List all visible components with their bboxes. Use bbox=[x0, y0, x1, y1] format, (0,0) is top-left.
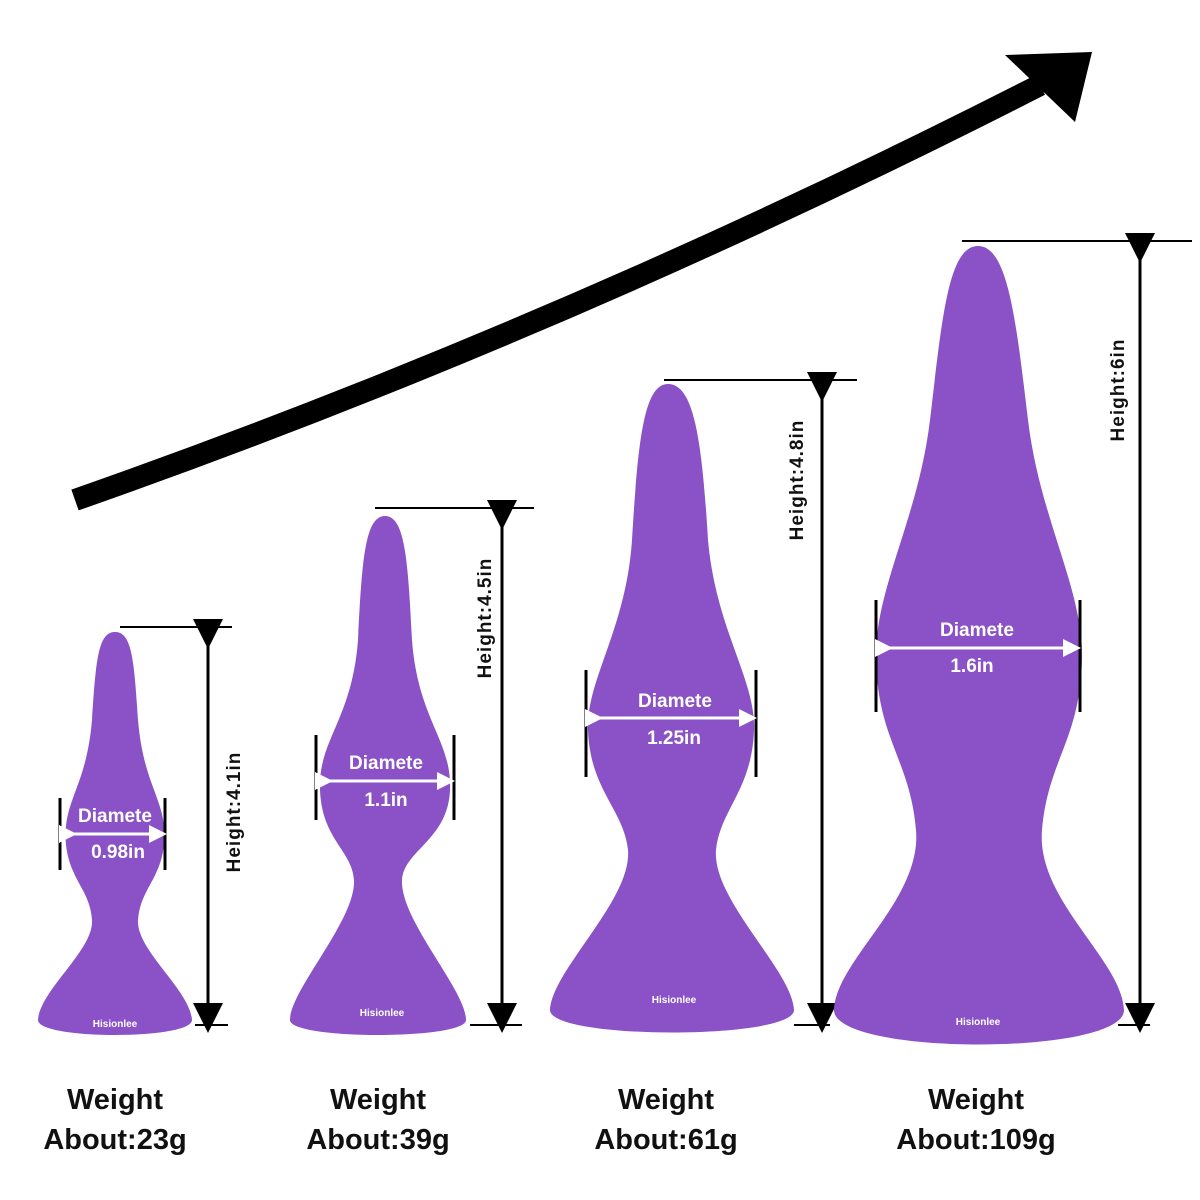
weight-value-3: About:61g bbox=[594, 1124, 738, 1156]
height-label-4: Height:6in bbox=[1108, 339, 1129, 442]
svg-text:Hisionlee: Hisionlee bbox=[652, 995, 697, 1006]
weight-block-4: Weight About:109g bbox=[846, 1080, 1106, 1160]
height-label-2: Height:4.5in bbox=[475, 558, 496, 679]
weight-block-3: Weight About:61g bbox=[536, 1080, 796, 1160]
diameter-value-2: 1.1in bbox=[364, 790, 407, 811]
diameter-value-3: 1.25in bbox=[647, 728, 701, 749]
height-label-3: Height:4.8in bbox=[787, 420, 808, 541]
height-label-1: Height:4.1in bbox=[224, 752, 245, 873]
diameter-value-4: 1.6in bbox=[950, 656, 993, 677]
weight-block-1: Weight About:23g bbox=[0, 1080, 245, 1160]
svg-text:Hisionlee: Hisionlee bbox=[956, 1017, 1001, 1028]
item-4-shape: Hisionlee Diamete 1.6in Height:6in bbox=[834, 233, 1192, 1045]
weight-label-3: Weight bbox=[617, 1084, 715, 1116]
brand-mark: Hisionlee bbox=[93, 1019, 138, 1030]
weight-value-4: About:109g bbox=[896, 1124, 1056, 1156]
diameter-label-2: Diamete bbox=[349, 753, 423, 774]
diameter-value-1: 0.98in bbox=[91, 842, 145, 863]
weight-label-4: Weight bbox=[927, 1084, 1025, 1116]
item-2-shape: Hisionlee Diamete 1.1in Height:4.5in bbox=[290, 500, 534, 1035]
weight-value-1: About:23g bbox=[43, 1124, 187, 1156]
increasing-arrow-icon bbox=[71, 52, 1092, 511]
item-3-shape: Hisionlee Diamete 1.25in Height:4.8in bbox=[550, 372, 857, 1033]
item-1-shape: Hisionlee Diamete 0.98in Height:4.1in bbox=[38, 619, 245, 1035]
svg-text:Hisionlee: Hisionlee bbox=[360, 1008, 405, 1019]
diameter-label-1: Diamete bbox=[78, 806, 152, 827]
weight-label-2: Weight bbox=[329, 1084, 427, 1116]
weight-value-2: About:39g bbox=[306, 1124, 450, 1156]
diameter-label-4: Diamete bbox=[940, 620, 1014, 641]
weight-block-2: Weight About:39g bbox=[248, 1080, 508, 1160]
diameter-label-3: Diamete bbox=[638, 691, 712, 712]
weight-label-1: Weight bbox=[66, 1084, 164, 1116]
